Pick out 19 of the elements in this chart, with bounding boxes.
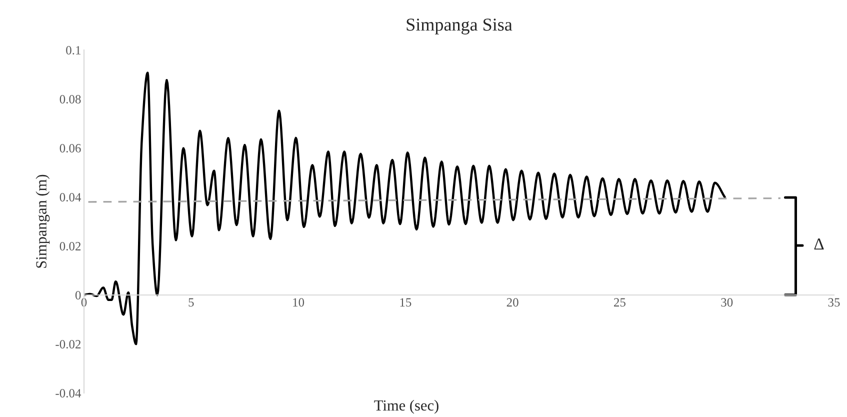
x-tick-label: 5	[188, 298, 194, 307]
y-tick-label: -0.04	[56, 389, 82, 398]
y-tick-label: 0.04	[60, 193, 82, 202]
y-tick-label: 0.02	[60, 242, 81, 251]
x-tick-label: 10	[293, 298, 304, 307]
y-tick-label: 0.1	[66, 46, 80, 55]
x-tick-label: 20	[506, 298, 518, 307]
y-tick-label: 0	[75, 291, 81, 300]
y-tick-label: -0.02	[56, 340, 81, 349]
y-axis-title: Simpangan (m)	[36, 174, 50, 268]
x-tick-label: 35	[828, 298, 840, 307]
x-axis-title: Time (sec)	[374, 400, 438, 414]
x-tick-label: 25	[614, 298, 626, 307]
annotation: Δ	[814, 238, 824, 250]
x-tick-label: 15	[400, 298, 412, 307]
y-tick-label: 0.06	[60, 144, 81, 153]
y-tick-label: 0.08	[60, 95, 81, 104]
chart-title: Simpanga Sisa	[406, 18, 512, 34]
x-tick-label: 30	[721, 298, 733, 307]
